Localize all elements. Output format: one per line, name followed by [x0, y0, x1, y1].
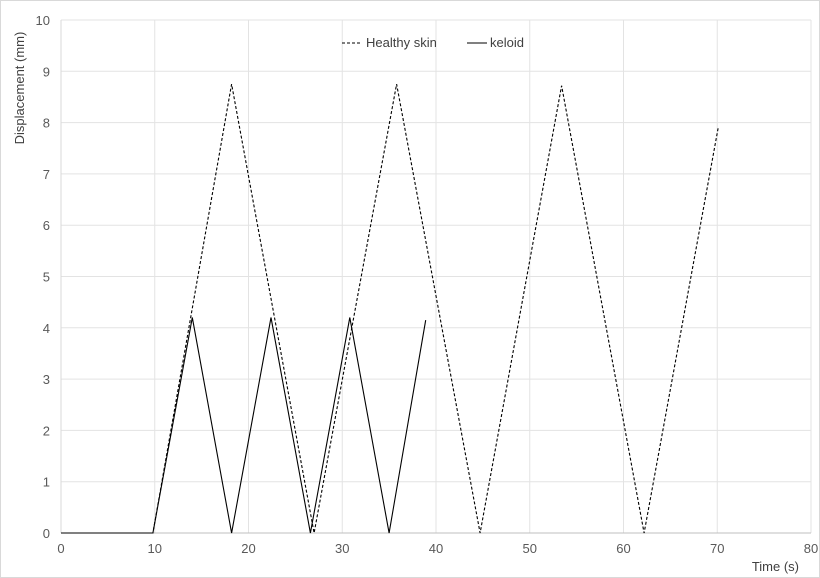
- y-tick-label: 7: [43, 167, 50, 182]
- x-tick-label: 0: [57, 541, 64, 556]
- x-tick-label: 10: [148, 541, 162, 556]
- y-tick-label: 2: [43, 423, 50, 438]
- x-axis-title: Time (s): [752, 559, 799, 574]
- y-tick-label: 5: [43, 270, 50, 285]
- y-tick-label: 1: [43, 475, 50, 490]
- y-tick-label: 8: [43, 116, 50, 131]
- x-tick-label: 80: [804, 541, 818, 556]
- legend: Healthy skin keloid: [342, 35, 524, 50]
- series-line-keloid: [61, 317, 427, 534]
- axes: [60, 20, 811, 534]
- tick-labels: 0 1 2 3 4 5 6 7 8 9 10 0 10 20 30 40 50 60 70 80: [36, 13, 819, 556]
- y-tick-label: 10: [36, 13, 50, 28]
- series-line-healthy-skin: [61, 83, 719, 534]
- y-tick-label: 4: [43, 321, 50, 336]
- x-tick-label: 50: [523, 541, 537, 556]
- y-tick-label: 0: [43, 526, 50, 541]
- y-axis-title: Displacement (mm): [12, 32, 27, 145]
- x-tick-label: 70: [710, 541, 724, 556]
- y-tick-label: 3: [43, 372, 50, 387]
- legend-label-keloid: keloid: [490, 35, 524, 50]
- legend-label-healthy-skin: Healthy skin: [366, 35, 437, 50]
- x-tick-label: 40: [429, 541, 443, 556]
- x-tick-label: 30: [335, 541, 349, 556]
- y-tick-label: 9: [43, 64, 50, 79]
- gridlines: [61, 19, 812, 533]
- y-tick-label: 6: [43, 218, 50, 233]
- series-lines: [61, 83, 719, 534]
- x-tick-label: 20: [241, 541, 255, 556]
- x-tick-label: 60: [616, 541, 630, 556]
